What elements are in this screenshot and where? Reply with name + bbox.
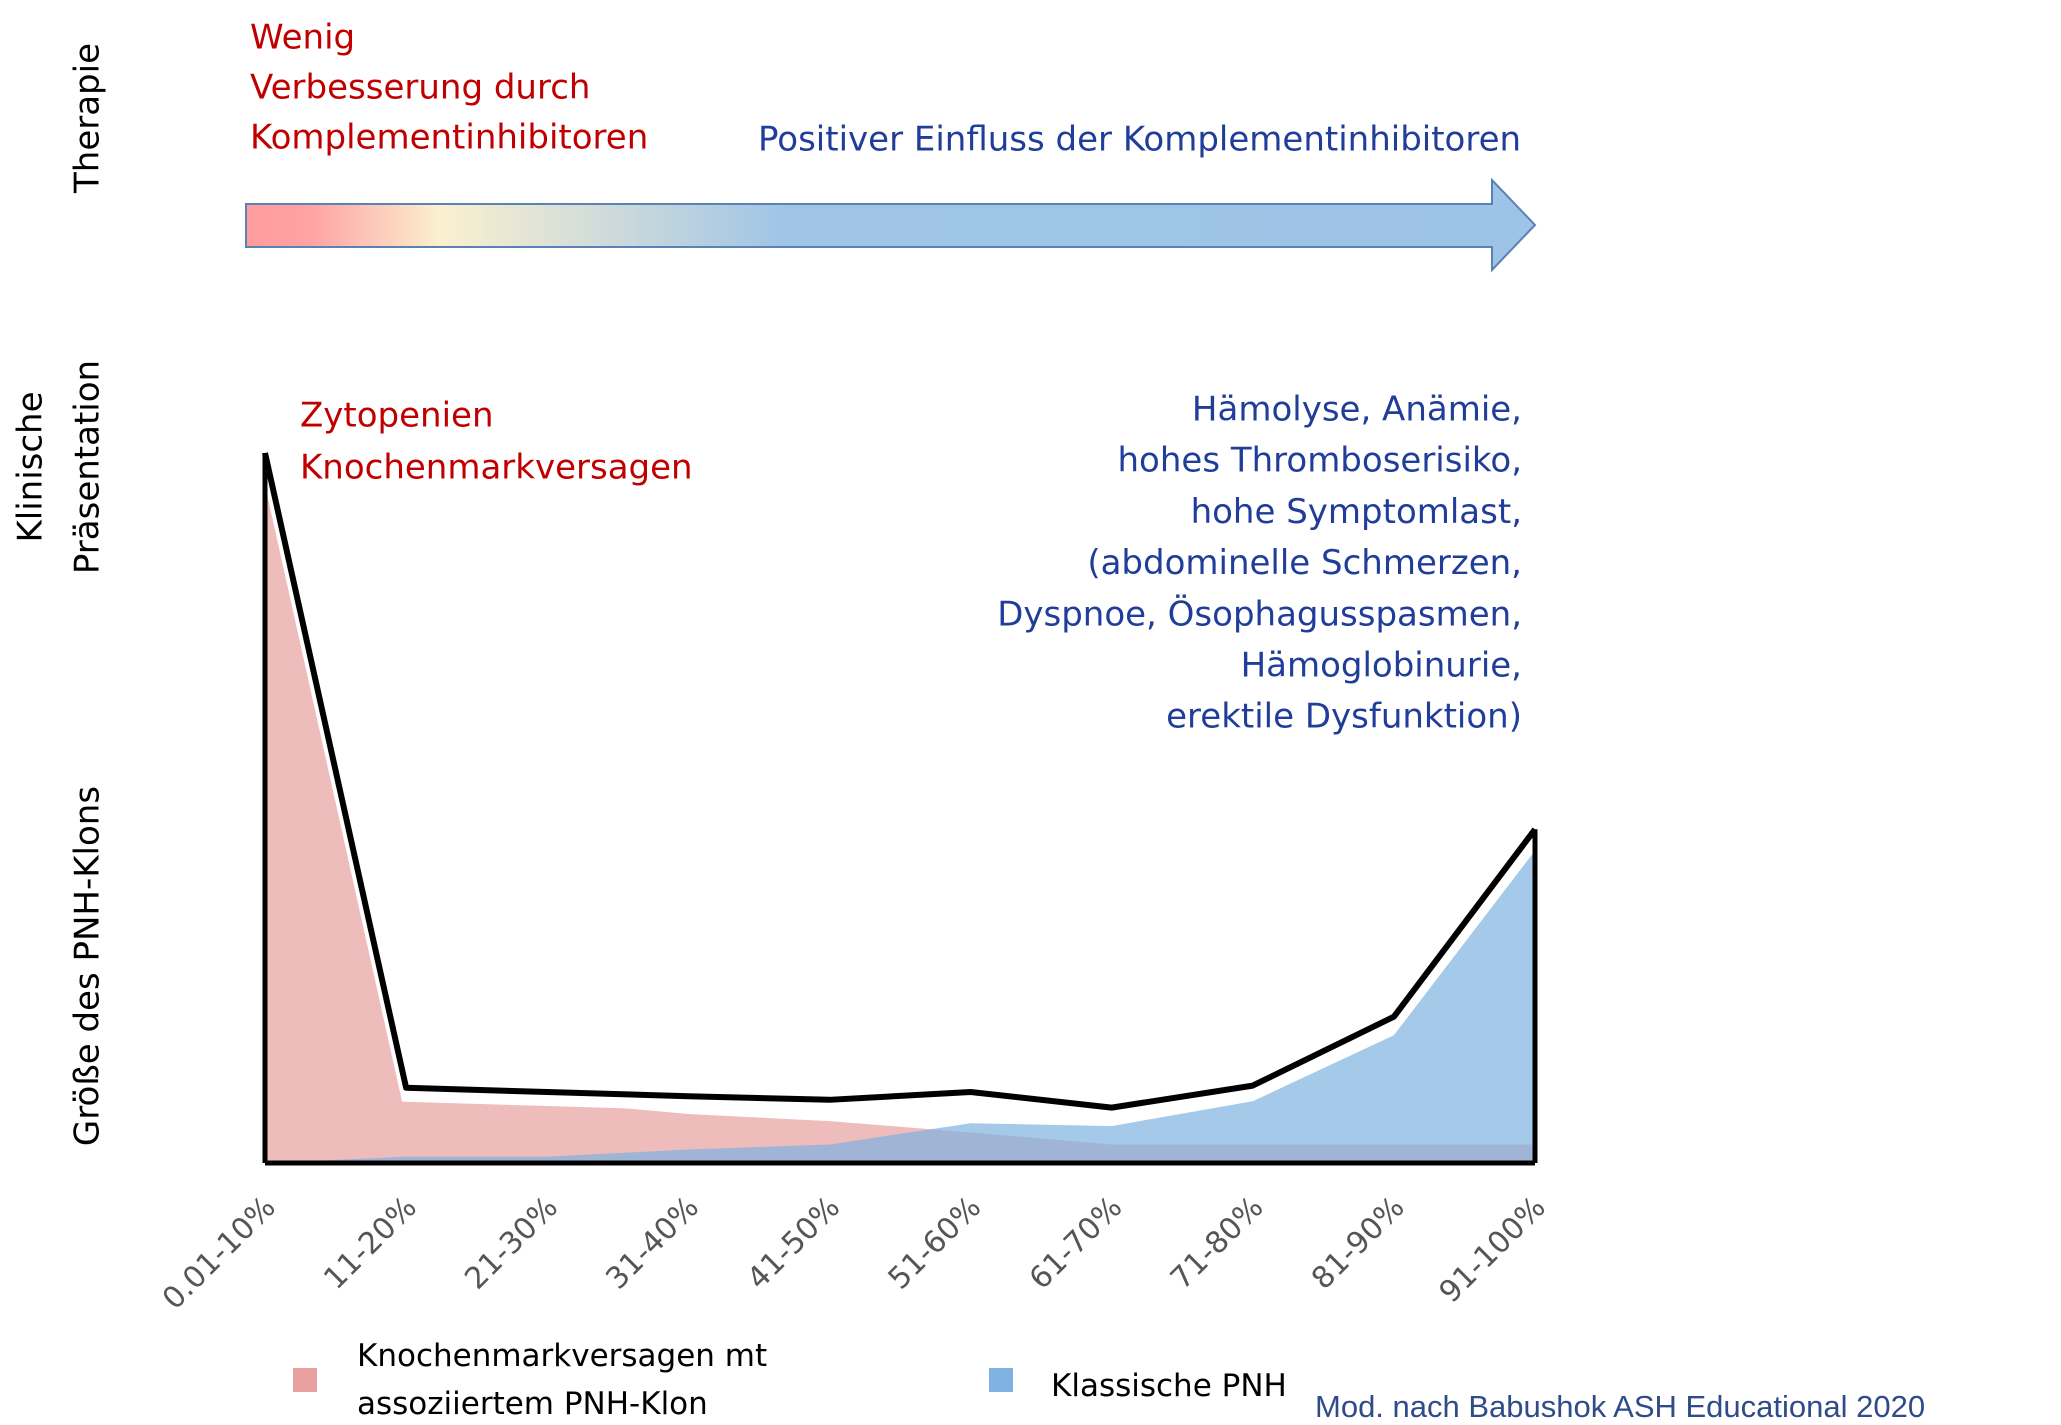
annotation: Wenig [250,18,355,58]
annotation: hohes Thromboserisiko, [1118,441,1523,481]
x-tick-label: 0.01-10% [156,1190,283,1317]
annotation: Komplementinhibitoren [250,118,648,158]
annotation: Dyspnoe, Ösophagusspasmen, [997,593,1522,634]
annotation: (abdominelle Schmerzen, [1087,543,1522,583]
x-tick-label: 61-70% [1023,1190,1130,1297]
legend-entry: Knochenmarkversagen mt assoziiertem PNH-… [357,1338,768,1422]
annotation: erektile Dysfunktion) [1166,697,1522,737]
annotation: Positiver Einfluss der Komplementinhibit… [758,120,1521,160]
area [265,460,1535,1164]
x-tick-label: 31-40% [599,1190,706,1297]
row-label: Therapie [68,43,108,194]
annotation: Hämolyse, Anämie, [1192,390,1522,430]
annotation: hohe Symptomlast, [1191,492,1522,532]
outline-halo [260,460,1539,1122]
annotation: Verbesserung durch [250,68,590,108]
x-tick-label: 71-80% [1164,1190,1271,1297]
x-tick-label: 51-60% [882,1190,989,1297]
x-tick-label: 91-100% [1433,1190,1553,1310]
annotation: Hämoglobinurie, [1241,646,1522,686]
legend-label: Knochenmarkversagen mt assoziiertem PNH-… [357,1338,768,1422]
annotation: Knochenmarkversagen [300,448,693,488]
legend-swatch [293,1368,317,1392]
x-tick-label: 21-30% [458,1190,565,1297]
row-label: Präsentation [68,360,108,574]
source-note: Mod. nach Babushok ASH Educational 2020 [1315,1389,1925,1424]
area [265,850,1535,1163]
legend-label: Klassische PNH [1051,1368,1287,1404]
outline-line [262,452,1538,1111]
legend-entry: Klassische PNH [1051,1368,1287,1404]
x-tick-label: 81-90% [1305,1190,1412,1297]
annotation: Zytopenien [300,396,494,436]
y-axis-label: Größe des PNH-Klons [68,786,108,1146]
therapy-arrow [245,177,1537,273]
x-tick-label: 41-50% [741,1190,848,1297]
row-label: Klinische [11,391,51,542]
legend-swatch [989,1368,1013,1392]
x-tick-label: 11-20% [317,1190,424,1297]
